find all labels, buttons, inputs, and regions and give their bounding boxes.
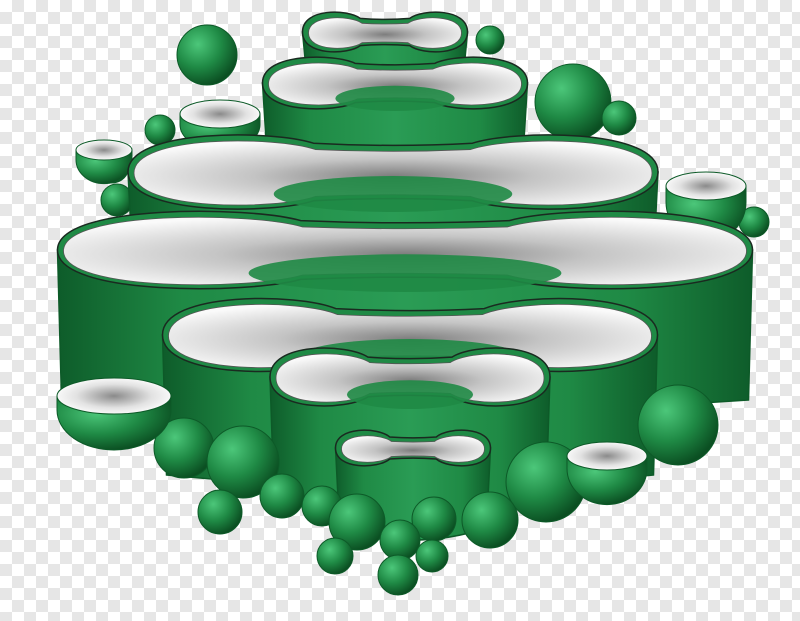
open-vesicle: [75, 139, 133, 185]
vesicle: [534, 63, 612, 141]
cisterna: [261, 56, 529, 161]
vesicle: [328, 493, 386, 551]
vesicle-lumen: [566, 441, 648, 471]
vesicle: [475, 25, 505, 55]
vesicle: [379, 519, 421, 561]
vesicle: [206, 425, 280, 499]
vesicle-lumen: [179, 99, 261, 129]
cisterna-lumen: [308, 17, 462, 49]
vesicle: [601, 100, 637, 136]
cisterna-floor: [273, 176, 513, 212]
vesicle-lumen: [56, 377, 172, 415]
vesicle: [461, 491, 519, 549]
vesicle-lumen: [665, 171, 747, 201]
vesicle: [316, 537, 354, 575]
cisterna-floor: [347, 380, 473, 409]
vesicle: [637, 384, 719, 466]
cisternae-stack: [56, 11, 754, 541]
open-vesicle: [566, 441, 648, 506]
vesicle-lumen: [75, 139, 133, 161]
cisterna-floor: [248, 254, 562, 292]
vesicle: [176, 24, 238, 86]
open-vesicle: [56, 377, 172, 451]
vesicle: [197, 489, 243, 535]
vesicle: [377, 554, 419, 596]
cisterna-lumen: [341, 435, 485, 463]
vesicle: [415, 539, 449, 573]
cisterna-floor: [335, 85, 455, 111]
front-vesicles: [56, 377, 719, 596]
vesicle: [259, 473, 305, 519]
